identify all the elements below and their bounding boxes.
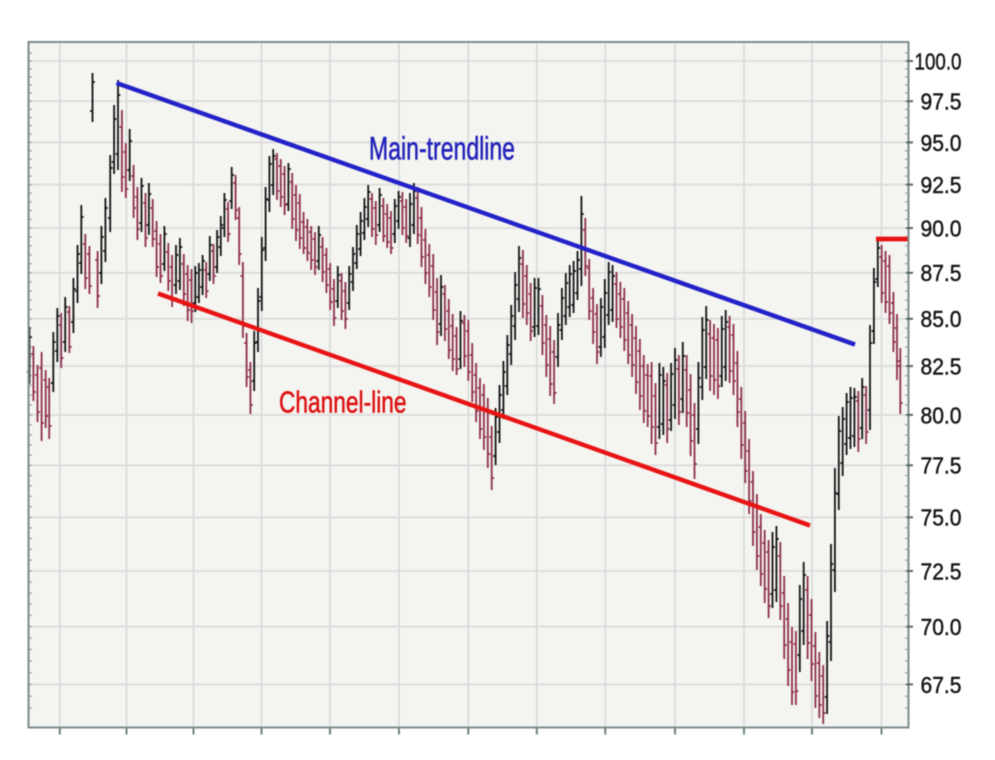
svg-text:67.5: 67.5 [921,672,962,698]
svg-text:97.5: 97.5 [921,89,962,115]
svg-text:92.5: 92.5 [921,172,962,198]
svg-text:95.0: 95.0 [921,130,962,156]
svg-text:85.0: 85.0 [921,306,962,332]
svg-text:82.5: 82.5 [921,354,962,380]
svg-text:90.0: 90.0 [921,216,962,242]
svg-text:70.0: 70.0 [921,614,962,640]
svg-text:100.0: 100.0 [915,48,962,74]
svg-text:75.0: 75.0 [921,505,962,531]
svg-text:87.5: 87.5 [921,260,962,286]
svg-text:Main-trendline: Main-trendline [369,131,515,167]
svg-text:80.0: 80.0 [921,402,962,428]
svg-text:Channel-line: Channel-line [279,385,407,420]
svg-text:72.5: 72.5 [921,558,962,584]
svg-text:77.5: 77.5 [921,453,962,479]
